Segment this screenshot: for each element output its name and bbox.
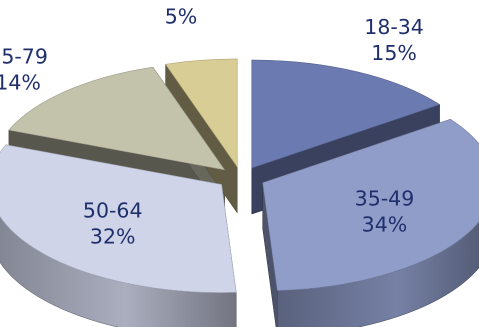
slice-label-5064: 50-64 [83, 198, 143, 222]
slice-label-1834: 18-34 [364, 15, 424, 39]
slice-tops [0, 58, 479, 293]
slice-5064 [0, 144, 237, 293]
slice-label-80: 80+ [159, 0, 202, 3]
slice-value-80: 5% [165, 5, 198, 29]
slice-value-5064: 32% [90, 224, 136, 248]
slice-80 [165, 58, 238, 168]
slice-value-1834: 15% [371, 41, 417, 65]
slice-value-3549: 34% [362, 212, 408, 236]
slice-1834 [251, 59, 441, 169]
slice-6579 [8, 66, 226, 171]
slice-value-6579: 14% [0, 71, 41, 95]
slice-3549 [262, 118, 479, 291]
slice-label-6579: 65-79 [0, 45, 48, 69]
slice-label-3549: 35-49 [355, 186, 415, 210]
